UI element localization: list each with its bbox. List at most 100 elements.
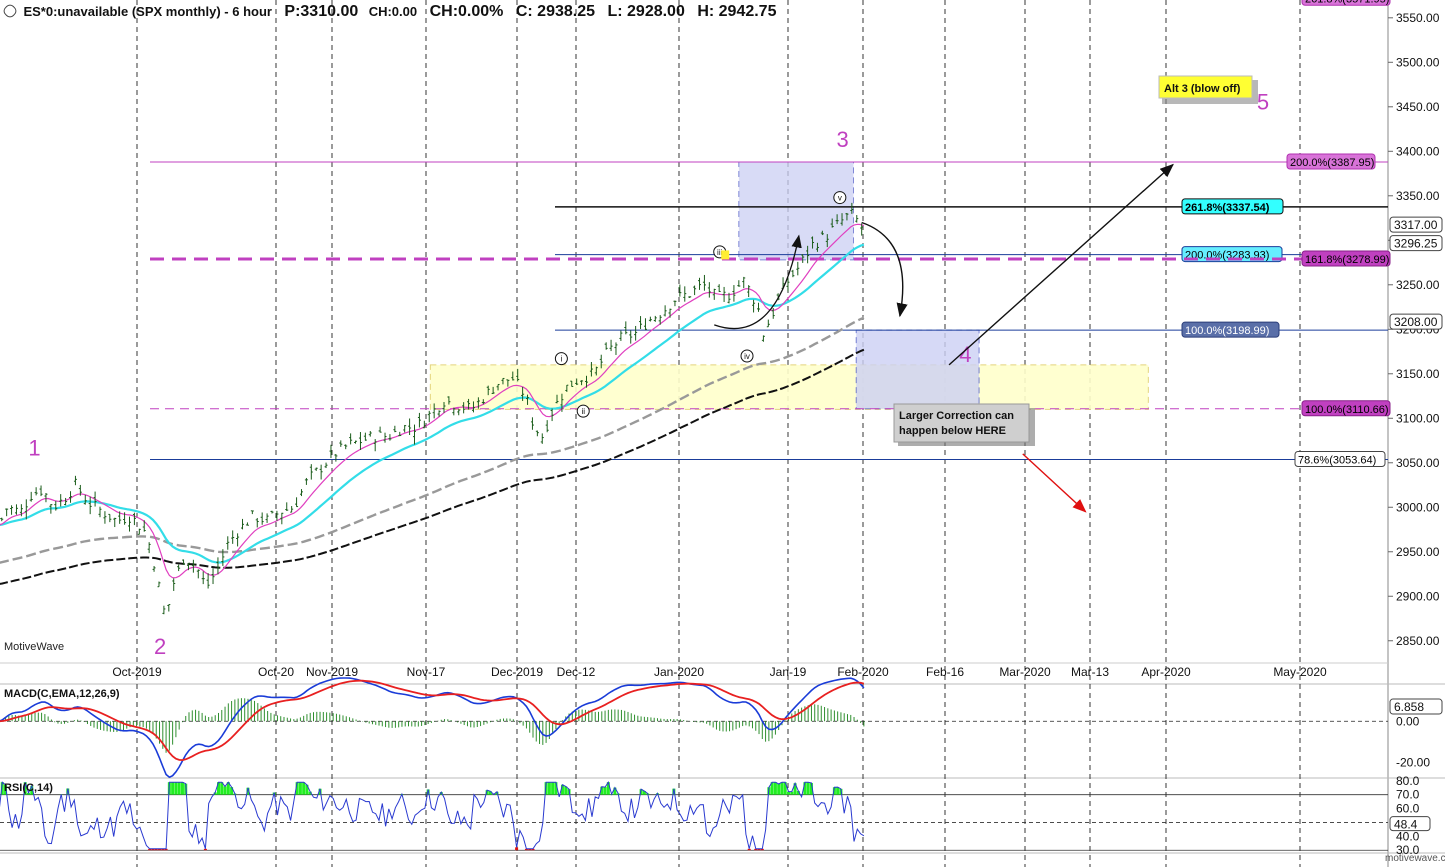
date-tick-label: Nov-17 [407,665,446,679]
macd-axis-label: -20.00 [1396,756,1430,770]
annotation-text: Alt 3 (blow off) [1164,83,1241,95]
macd-title: MACD(C,EMA,12,26,9) [4,688,120,700]
correction-annotation: Larger Correction can happen below HERE [893,403,1035,446]
price-marker-box [1389,313,1443,330]
fib-label-text: 100.0%(3110.66) [1305,404,1389,416]
price-axis-label: 2950.00 [1396,545,1440,559]
sub-wave-text: i [560,355,562,364]
sub-wave-text: iii [717,248,723,257]
change-pct-readout: CH:0.00% [429,3,504,20]
projection-arrow-to-4 [861,221,908,318]
fib-level-label: 100.0%(3198.99) [1181,321,1280,338]
warning-marker [721,250,730,260]
fib-level-label: 200.0%(3387.95) [1286,153,1376,170]
macd-signal-line [0,679,865,762]
price-marker-text: 3208.00 [1394,315,1438,329]
rsi-line [0,780,865,850]
macd-histogram [1,698,865,753]
wave-label: 2 [154,634,166,659]
fib-label-box [1286,153,1376,170]
wave-label: 5 [1257,89,1269,114]
price-axis-label: 3000.00 [1396,500,1440,514]
rsi-axis-label: 80.0 [1396,774,1420,788]
fib-label-text: 100.0%(3198.99) [1185,325,1269,337]
sub-wave-text: ii [581,407,585,416]
sub-wave-text: v [838,194,842,203]
date-tick-label: Jan-2020 [654,665,704,679]
fib-label-box [1181,321,1280,338]
sub-wave-circle [833,191,847,205]
price-marker-box [1389,235,1443,252]
date-tick-label: Feb-2020 [837,665,889,679]
fib-label-box [1301,400,1391,417]
high-readout: H: 2942.75 [697,3,777,20]
rsi-axis-label: 30.0 [1396,843,1420,857]
date-tick-label: Dec-2019 [491,665,543,679]
price-marker: 3317.00 [1389,216,1443,233]
rsi-axis-label: 70.0 [1396,788,1420,802]
fib-label-text: 78.6%(3053.64) [1298,455,1376,467]
rsi-value-text: 48.4 [1394,818,1418,832]
macd-value-marker: 6.858 [1389,698,1443,715]
fib-level-label: 78.6%(3053.64) [1294,451,1386,468]
wave-label: 3 [836,127,848,152]
price-axis-label: 3500.00 [1396,55,1440,69]
sub-wave-circle [576,404,590,418]
moving-average-slow [0,348,865,585]
macd-value-text: 6.858 [1394,700,1424,714]
sub-wave-label: v [833,191,847,205]
motivewave-brand: MotiveWave [4,641,65,653]
rsi-value-marker: 48.4 [1389,816,1431,832]
price-marker-box [1389,216,1443,233]
rsi-title: RSI(C,14) [4,782,53,794]
price-axis-label: 3400.00 [1396,144,1440,158]
sub-wave-circle [740,349,754,363]
low-readout: L: 2928.00 [607,3,685,20]
projection-arrow-iv-to-v [714,234,802,330]
date-tick-label: May-2020 [1273,665,1327,679]
date-tick-label: Mar-2020 [999,665,1051,679]
chart-header: ES*0:unavailable (SPX monthly) - 6 hour … [1,2,777,25]
price-axis-label: 3150.00 [1396,367,1440,381]
date-tick-label: Feb-16 [926,665,964,679]
fib-label-box [1181,198,1284,215]
fib-label-text: 200.0%(3387.95) [1290,157,1374,169]
price-marker-text: 3317.00 [1394,218,1438,232]
wave4-target-box [855,329,980,410]
price-marker: 3208.00 [1389,313,1443,330]
symbol-label: ES*0:unavailable (SPX monthly) - 6 hour [23,4,272,19]
wave-label: 1 [28,436,40,461]
date-tick-label: Dec-12 [557,665,596,679]
link-icon[interactable] [1,2,19,20]
close-readout: C: 2938.25 [515,3,596,20]
sub-wave-label: iv [740,349,754,363]
ema-fast-line [0,223,865,579]
macd-value-box [1389,698,1443,715]
fib-label-text: 261.8%(3571.95) [1305,0,1389,5]
date-tick-label: Mar-13 [1071,665,1109,679]
fib-label-text: 161.8%(3278.99) [1305,254,1389,266]
date-tick-label: Nov-2019 [306,665,358,679]
rsi-axis-label: 60.0 [1396,802,1420,816]
motivewave-url: motivewave.com [1385,853,1445,864]
price-axis-label: 3250.00 [1396,278,1440,292]
fib-level-label: 261.8%(3337.54) [1181,198,1284,215]
wave4-support-zone [429,364,1149,410]
price-marker-text: 3296.25 [1394,237,1438,251]
annotation-text: happen below HERE [899,425,1006,437]
fib-level-label: 161.8%(3278.99) [1301,250,1391,267]
sub-wave-label: ii [576,404,590,418]
moving-average-slow-dashed [0,316,865,564]
annotation-text: Larger Correction can [899,410,1014,422]
wave-label: 4 [959,342,971,367]
date-tick-label: Apr-2020 [1141,665,1191,679]
price-axis-label: 2850.00 [1396,634,1440,648]
price-axis-label: 3450.00 [1396,100,1440,114]
ema-mid-line [0,243,865,564]
price-axis-label: 3550.00 [1396,11,1440,25]
projection-arrow-to-5 [948,163,1174,366]
projection-arrow-down [1022,453,1087,513]
fib-level-label: 261.8%(3571.95) [1301,0,1391,6]
change-readout: CH:0.00 [368,4,418,19]
